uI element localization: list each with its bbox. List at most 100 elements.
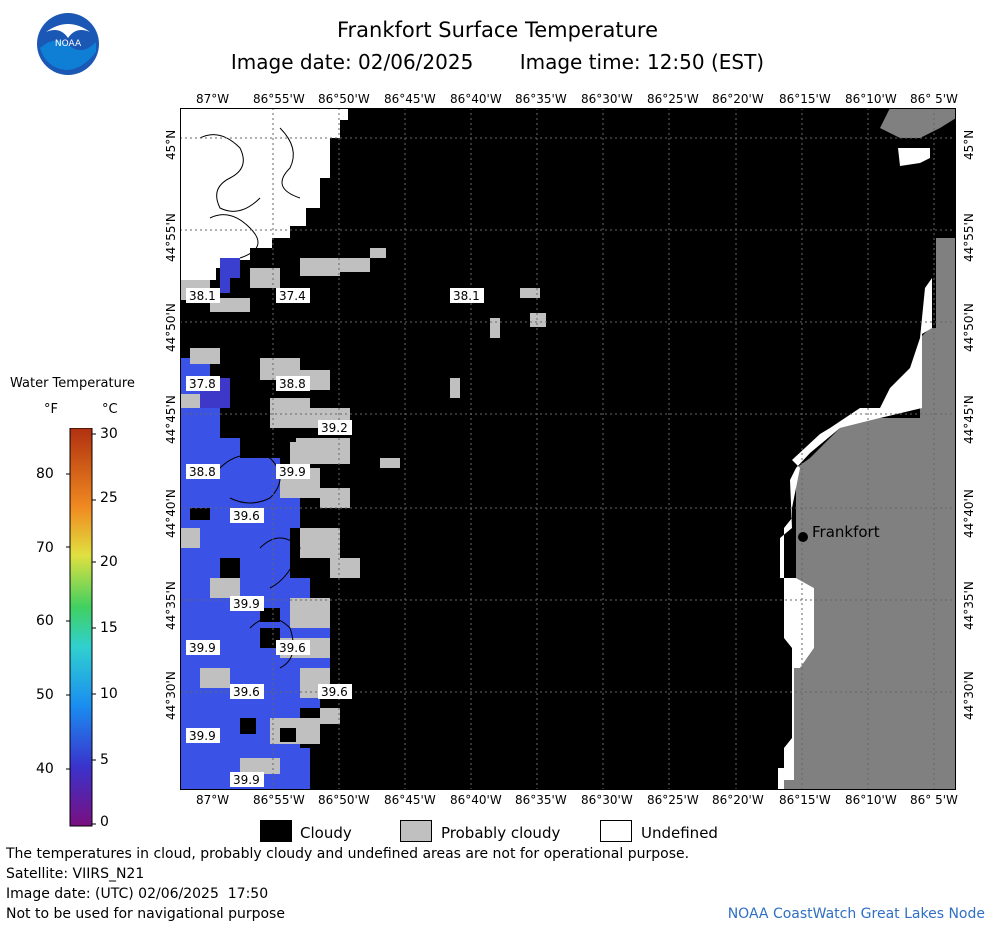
lon-label-bottom: 86° 5'W: [910, 793, 958, 807]
lat-label-right: 44°55'N: [962, 213, 976, 262]
color-scale-bar: [66, 428, 96, 827]
lat-label-right: 44°30'N: [962, 671, 976, 720]
water-temperature-area: [220, 258, 240, 293]
land-area: [784, 238, 956, 790]
legend-f-tick: 70: [36, 540, 54, 556]
land-area-north: [880, 108, 956, 138]
legend-c-tick: 10: [100, 686, 118, 702]
lon-label-bottom: 86°50'W: [318, 793, 370, 807]
lon-label-bottom: 86°15'W: [779, 793, 831, 807]
lat-label-left: 44°35'N: [164, 581, 178, 630]
city-label: Frankfort: [812, 523, 880, 541]
legend-c-tick: 30: [100, 426, 118, 442]
lon-label-bottom: 87°W: [196, 793, 230, 807]
svg-text:39.2: 39.2: [321, 421, 348, 435]
lon-label-top: 86° 5'W: [910, 92, 958, 106]
graticule: [180, 108, 956, 790]
temp-label: 38.1: [186, 288, 220, 303]
legend-f-tick: 80: [36, 466, 54, 482]
temp-label: 38.1: [450, 288, 484, 303]
disclaimer-note: The temperatures in cloud, probably clou…: [6, 846, 690, 862]
probably-cloudy-area: [180, 248, 546, 774]
lon-label-bottom: 86°35'W: [515, 793, 567, 807]
map-frame: [180, 108, 956, 790]
legend-c-tick: 20: [100, 554, 118, 570]
svg-text:39.6: 39.6: [321, 685, 348, 699]
lon-label-bottom: 86°55'W: [253, 793, 305, 807]
svg-text:39.9: 39.9: [233, 773, 260, 787]
svg-text:39.9: 39.9: [189, 729, 216, 743]
legend-f-tick: 40: [36, 761, 54, 777]
cloudy-label: Cloudy: [300, 824, 352, 842]
temp-label: 38.8: [276, 376, 310, 391]
lat-label-left: 44°40'N: [164, 489, 178, 538]
temp-label: 39.6: [318, 684, 352, 699]
svg-text:39.9: 39.9: [279, 465, 306, 479]
lat-label-left: 44°30'N: [164, 671, 178, 720]
svg-text:39.6: 39.6: [279, 641, 306, 655]
temp-label: 38.8: [186, 464, 220, 479]
temp-label: 39.9: [230, 772, 264, 787]
legend-c-tick: 5: [100, 752, 109, 768]
legend-c-tick: 25: [100, 490, 118, 506]
lon-label-top: 86°40'W: [450, 92, 502, 106]
temp-label: 39.9: [276, 464, 310, 479]
undefined-area-coast: [778, 278, 932, 790]
lon-label-top: 86°15'W: [779, 92, 831, 106]
lon-label-top: 86°35'W: [515, 92, 567, 106]
temp-label: 37.4: [276, 288, 310, 303]
lon-label-bottom: 86°40'W: [450, 793, 502, 807]
undefined-area-nw: [180, 108, 348, 280]
svg-text:37.4: 37.4: [279, 289, 306, 303]
lon-label-bottom: 86°45'W: [384, 793, 436, 807]
lon-label-top: 86°45'W: [384, 92, 436, 106]
lat-label-left: 45°N: [164, 129, 178, 160]
undefined-swatch: [600, 820, 632, 842]
svg-text:38.8: 38.8: [189, 465, 216, 479]
legend-c-tick: 15: [100, 620, 118, 636]
legend-f-tick: 60: [36, 613, 54, 629]
lon-label-bottom: 86°30'W: [581, 793, 633, 807]
temperature-contours: [199, 127, 301, 669]
lon-label-top: 86°50'W: [318, 92, 370, 106]
probably-cloudy-swatch: [400, 820, 432, 842]
svg-text:38.8: 38.8: [279, 377, 306, 391]
image-datetime: Image date: 02/06/2025 Image time: 12:50…: [0, 50, 995, 74]
image-date: Image date: 02/06/2025: [230, 50, 474, 74]
lon-label-top: 86°25'W: [647, 92, 699, 106]
cloudy-swatch: [260, 820, 292, 842]
city-marker-icon: [798, 532, 808, 542]
lat-label-right: 44°50'N: [962, 303, 976, 352]
temperature-map: Frankfort 38.1 37.4 38.1 37.8 38.8 39.2 …: [180, 108, 956, 790]
lat-label-left: 44°55'N: [164, 213, 178, 262]
utc-date: Image date: (UTC) 02/06/2025 17:50: [6, 886, 269, 902]
lon-label-top: 86°55'W: [253, 92, 305, 106]
svg-text:39.6: 39.6: [233, 685, 260, 699]
credit-link[interactable]: NOAA CoastWatch Great Lakes Node: [727, 906, 985, 922]
legend-title: Water Temperature: [10, 376, 135, 391]
temp-label: 39.9: [230, 596, 264, 611]
legend-unit-f: °F: [44, 402, 58, 417]
lon-label-top: 86°30'W: [581, 92, 633, 106]
legend-unit-c: °C: [102, 402, 118, 417]
page-title: Frankfort Surface Temperature: [336, 18, 658, 42]
legend-c-tick: 0: [100, 814, 109, 830]
navigation-disclaimer: Not to be used for navigational purpose: [6, 906, 285, 922]
image-time: Image time: 12:50 (EST): [519, 50, 765, 74]
lat-label-right: 44°40'N: [962, 489, 976, 538]
svg-text:38.1: 38.1: [189, 289, 216, 303]
lat-label-right: 45°N: [962, 129, 976, 160]
undefined-area-ne: [898, 148, 930, 166]
lon-label-bottom: 86°25'W: [647, 793, 699, 807]
svg-text:38.1: 38.1: [453, 289, 480, 303]
probably-cloudy-label: Probably cloudy: [441, 824, 561, 842]
temp-label: 39.6: [230, 684, 264, 699]
lon-label-bottom: 86°10'W: [845, 793, 897, 807]
svg-text:39.9: 39.9: [189, 641, 216, 655]
temperature-labels: 38.1 37.4 38.1 37.8 38.8 39.2 38.8 39.9 …: [186, 288, 484, 787]
lon-label-bottom: 86°20'W: [712, 793, 764, 807]
temp-label: 37.8: [186, 376, 220, 391]
svg-text:37.8: 37.8: [189, 377, 216, 391]
svg-text:39.6: 39.6: [233, 509, 260, 523]
lat-label-left: 44°45'N: [164, 395, 178, 444]
